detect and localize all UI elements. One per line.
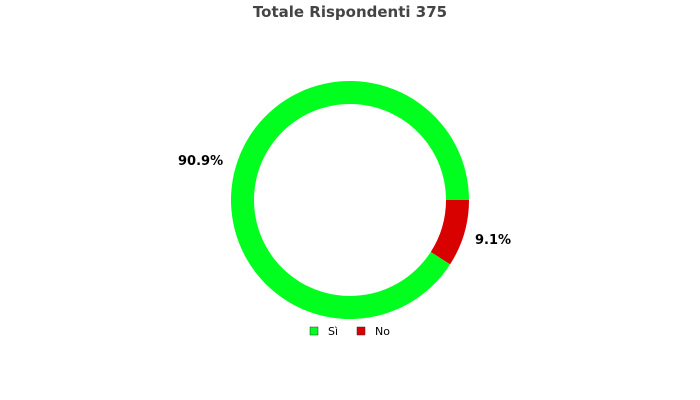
slice-si xyxy=(231,81,469,320)
pct-label-no: 9.1% xyxy=(475,233,511,248)
legend-swatch-no xyxy=(356,326,366,336)
legend-label-si: Sì xyxy=(328,325,338,338)
pct-label-si: 90.9% xyxy=(178,154,223,169)
legend-label-no: No xyxy=(375,325,390,338)
donut-slices xyxy=(231,81,469,320)
legend: Sì No xyxy=(309,325,390,338)
slice-labels: 90.9% 9.1% xyxy=(178,154,511,248)
slice-no xyxy=(430,200,469,265)
legend-swatch-si xyxy=(309,326,319,336)
chart-title: Totale Rispondenti 375 xyxy=(253,3,447,21)
